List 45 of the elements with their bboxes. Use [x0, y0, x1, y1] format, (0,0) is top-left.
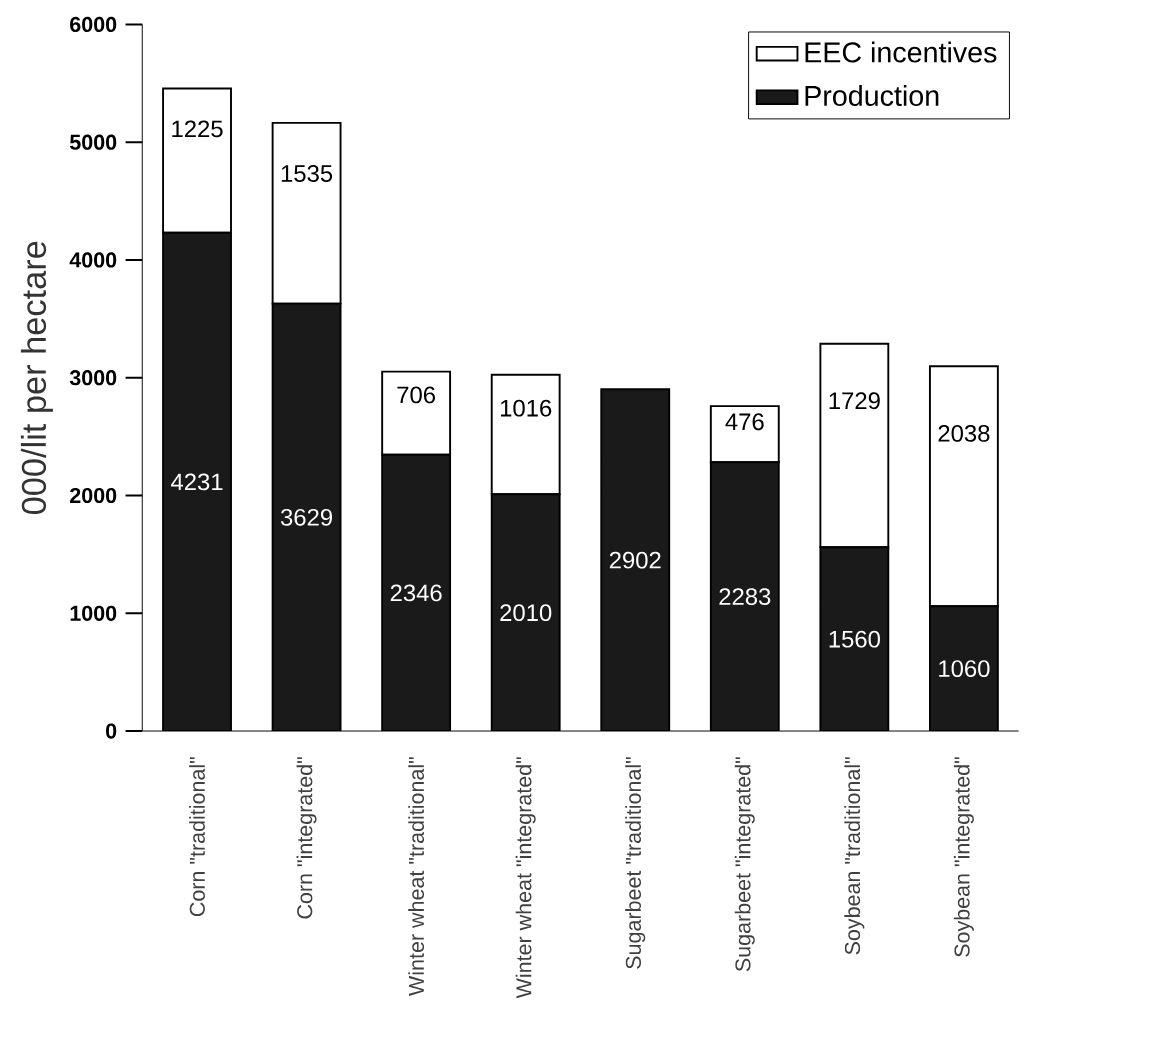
- y-tick-label: 1000: [70, 605, 117, 622]
- y-tick-label: 2000: [70, 488, 117, 504]
- bar: [710, 462, 779, 732]
- data-label: 2283: [719, 588, 771, 606]
- x-tick-label: Soybean "traditional": [844, 757, 865, 955]
- data-label: 1225: [172, 120, 223, 138]
- x-tick-label: Winter wheat "integrated": [515, 757, 536, 999]
- bar: [928, 605, 999, 732]
- data-label: 1560: [829, 630, 880, 648]
- data-label: 1060: [939, 660, 990, 678]
- data-label: 1535: [281, 165, 333, 183]
- x-tick-label: Corn "integrated": [296, 757, 317, 919]
- data-label: 1016: [500, 399, 552, 417]
- y-tick-label: 5000: [69, 134, 117, 150]
- x-tick-label: Sugarbeet "traditional": [625, 757, 646, 969]
- data-label: 706: [397, 386, 436, 404]
- bar: [709, 405, 780, 464]
- bar: [491, 494, 560, 732]
- bar: [272, 303, 341, 732]
- bar: [490, 373, 561, 496]
- legend-label: EEC incentives: [805, 41, 997, 63]
- y-tick-label: 6000: [70, 16, 117, 33]
- data-label: 3629: [280, 509, 333, 526]
- y-tick-label: 0: [106, 723, 117, 739]
- data-label: 1729: [829, 392, 880, 410]
- data-label: 4231: [171, 473, 223, 491]
- data-label: 476: [725, 413, 764, 431]
- x-tick-label: Sugarbeet "integrated": [734, 757, 755, 972]
- y-tick-label: 3000: [69, 370, 117, 386]
- data-label: 2038: [938, 425, 990, 442]
- x-tick-label: Winter wheat "traditional": [408, 757, 425, 997]
- bar: [601, 389, 670, 732]
- data-label: 2902: [609, 551, 661, 569]
- bar: [163, 232, 231, 732]
- bar: [381, 370, 452, 456]
- bar: [819, 342, 890, 549]
- x-tick-label: Soybean "integrated": [953, 757, 974, 957]
- bar: [382, 454, 451, 732]
- y-axis-title: 000/lit per hectare: [20, 241, 53, 515]
- data-label: 2346: [390, 584, 442, 602]
- legend-label: Production: [805, 85, 939, 107]
- data-label: 2010: [500, 604, 552, 622]
- x-tick-label: Corn "traditional": [189, 757, 205, 917]
- bar: [820, 547, 889, 732]
- y-tick-label: 4000: [69, 252, 117, 268]
